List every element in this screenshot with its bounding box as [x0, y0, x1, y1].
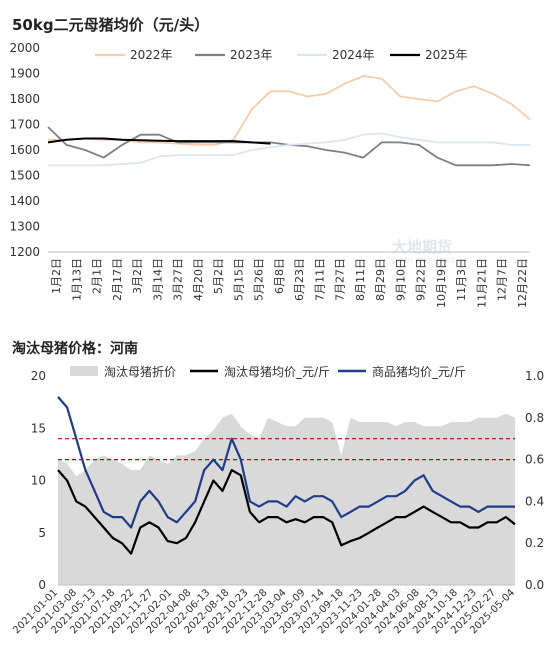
x-tick-label-8: 5月2日 [212, 258, 225, 294]
legend-swatch-淘汰母猪折价 [70, 366, 98, 376]
right-y-tick-label-2: 0.4 [525, 494, 544, 508]
legend-label-商品猪均价_元/斤: 商品猪均价_元/斤 [372, 364, 466, 379]
x-tick-label-7: 4月20日 [192, 258, 205, 301]
y-tick-label-7: 1900 [9, 67, 40, 81]
chart2-title: 淘汰母猪价格：河南 [12, 341, 138, 357]
left-y-tick-label-0: 0 [38, 578, 46, 592]
x-tick-label-14: 7月27日 [334, 258, 347, 301]
legend-label-2022年: 2022年 [130, 48, 173, 62]
x-tick-label-1: 1月13日 [70, 258, 83, 301]
x-tick-label-3: 2月17日 [111, 258, 124, 301]
right-y-tick-label-0: 0.0 [525, 578, 544, 592]
y-tick-label-6: 1800 [9, 92, 40, 106]
x-tick-label-21: 11月21日 [475, 258, 488, 308]
legend-label-2023年: 2023年 [230, 48, 273, 62]
right-y-tick-label-5: 1.0 [525, 369, 544, 383]
x-tick-label-17: 9月10日 [394, 258, 407, 301]
series-line-2025年 [47, 137, 271, 145]
x-tick-label-0: 1月2日 [50, 258, 63, 294]
y-tick-label-1: 1300 [9, 220, 40, 234]
x-tick-label-18: 9月22日 [415, 258, 428, 301]
y-tick-label-8: 2000 [9, 41, 40, 55]
x-tick-label-9: 5月15日 [232, 258, 245, 301]
x-tick-label-5: 3月14日 [151, 258, 164, 301]
chart1-title: 50kg二元母猪均价（元/头） [12, 16, 210, 34]
x-tick-label-15: 8月11日 [354, 258, 367, 301]
series-line-2024年 [48, 132, 530, 167]
left-y-tick-label-3: 15 [31, 421, 46, 435]
y-tick-label-2: 1400 [9, 194, 40, 208]
x-tick-label-12: 6月23日 [293, 258, 306, 301]
series-line-淘汰母猪均价_元/斤 [57, 469, 516, 555]
series-line-商品猪均价_元/斤 [57, 396, 515, 529]
x-tick-label-20: 11月3日 [455, 258, 468, 301]
right-y-tick-label-1: 0.2 [525, 536, 544, 550]
x-tick-label-11: 6月8日 [273, 258, 286, 294]
x-tick-label-4: 3月2日 [131, 258, 144, 294]
legend-label-2024年: 2024年 [332, 48, 375, 62]
y-tick-label-4: 1600 [9, 143, 40, 157]
y-tick-label-0: 1200 [9, 245, 40, 259]
right-y-tick-label-3: 0.6 [525, 453, 544, 467]
legend-label-淘汰母猪均价_元/斤: 淘汰母猪均价_元/斤 [224, 365, 330, 379]
y-tick-label-5: 1700 [9, 118, 40, 132]
legend-label-2025年: 2025年 [425, 48, 468, 62]
y-tick-label-3: 1500 [9, 169, 40, 183]
x-tick-label-19: 10月19日 [435, 258, 448, 308]
x-tick-label-23: 12月22日 [516, 258, 529, 308]
x-tick-label-22: 12月7日 [496, 258, 509, 301]
x-tick-label-6: 3月27日 [172, 258, 185, 301]
chart1-plot: 1200 1300 1400 1500 1600 1700 1800 1900 2000 1月2日… [9, 41, 531, 308]
x-tick-label-13: 7月11日 [313, 258, 326, 301]
x-tick-label-10: 5月26日 [253, 258, 266, 301]
right-y-tick-label-4: 0.8 [525, 411, 544, 425]
x-tick-label-16: 8月29日 [374, 258, 387, 301]
legend-label-淘汰母猪折价: 淘汰母猪折价 [104, 364, 176, 379]
left-y-tick-label-2: 10 [31, 474, 46, 488]
left-y-tick-label-4: 20 [31, 369, 46, 383]
x-tick-label-2: 2月1日 [91, 258, 104, 294]
left-y-tick-label-1: 5 [38, 526, 46, 540]
